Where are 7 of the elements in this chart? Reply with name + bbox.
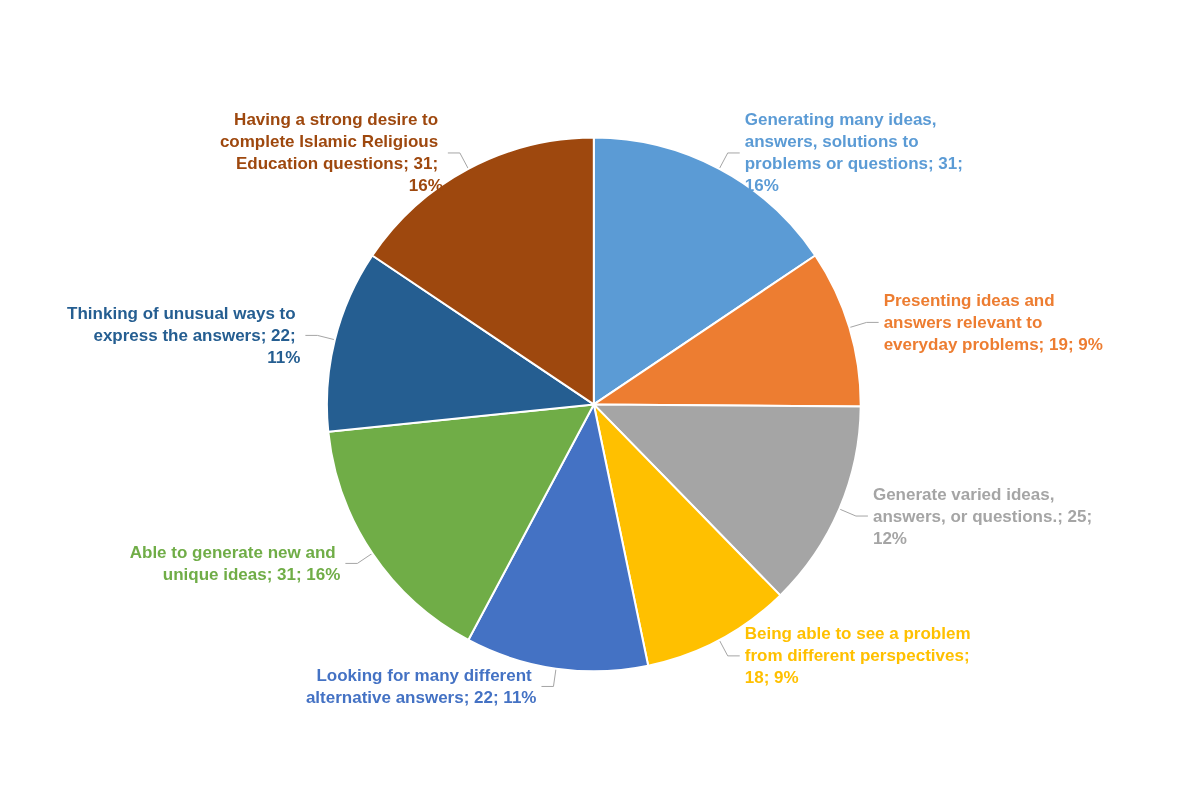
slice-label: Having a strong desire to complete Islamic Religious Education questions; 31; 16% xyxy=(219,110,443,196)
slice-label: Able to generate new and unique ideas; 31; 16% xyxy=(129,542,341,584)
slice-label: Generate varied ideas, answers, or questions.; 25; 12% xyxy=(872,484,1097,548)
slice-label: Being able to see a problem from different perspectives; 18; 9% xyxy=(744,624,976,688)
slice-label: Thinking of unusual ways to express the answers; 22; 11% xyxy=(67,303,301,367)
slice-label: Presenting ideas and answers relevant to everyday problems; 19; 9% xyxy=(883,290,1103,354)
slice-label: Looking for many different alternative answers; 22; 11% xyxy=(305,665,537,707)
